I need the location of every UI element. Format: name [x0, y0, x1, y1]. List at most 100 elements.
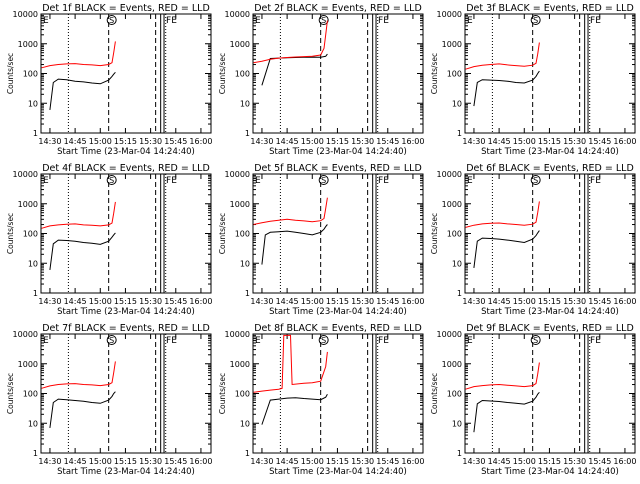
x-tick-label: 15:45 — [164, 137, 187, 146]
x-axis-label: Start Time (23-Mar-04 14:24:40) — [269, 147, 407, 157]
x-tick-label: 15:30 — [563, 457, 586, 466]
marker-label-e: E — [467, 16, 473, 26]
x-tick-label: 15:15 — [538, 137, 561, 146]
y-tick-label: 10 — [28, 259, 38, 268]
y-tick-label: 1000 — [230, 40, 250, 49]
series-line-events — [49, 391, 116, 428]
marker-label-e: E — [43, 16, 49, 26]
plot-frame — [464, 333, 636, 454]
y-tick-label: 1000 — [18, 40, 38, 49]
x-tick-label: 15:45 — [588, 457, 611, 466]
plot-frame — [252, 173, 424, 294]
series-line-lld — [253, 20, 328, 64]
marker-label-s: S — [533, 336, 538, 345]
plot-frame — [40, 173, 212, 294]
x-tick-label: 14:30 — [38, 137, 61, 146]
x-tick-label: 15:45 — [164, 297, 187, 306]
y-tick-label: 100 — [23, 70, 38, 79]
series-line-events — [473, 230, 540, 268]
panel-title: Det 3f BLACK = Events, RED = LLD — [466, 3, 634, 14]
y-tick-label: 100 — [235, 70, 250, 79]
y-tick-label: 10000 — [437, 10, 462, 19]
marker-label-e: E — [43, 176, 49, 186]
y-tick-label: 100 — [447, 390, 462, 399]
y-tick-label: 100 — [23, 230, 38, 239]
marker-label-s: S — [321, 16, 326, 25]
series-line-lld — [253, 197, 328, 225]
y-tick-label: 10 — [240, 259, 250, 268]
x-axis-label: Start Time (23-Mar-04 14:24:40) — [269, 307, 407, 317]
y-tick-label: 10000 — [13, 170, 38, 179]
marker-label-fe: FE — [590, 176, 601, 186]
saa-marker-circle — [530, 15, 541, 25]
x-tick-label: 14:30 — [38, 297, 61, 306]
y-tick-label: 100 — [23, 390, 38, 399]
x-tick-label: 15:00 — [301, 457, 324, 466]
panel-title: Det 9f BLACK = Events, RED = LLD — [466, 323, 634, 334]
x-axis-label: Start Time (23-Mar-04 14:24:40) — [57, 147, 195, 157]
y-axis-label: Counts/sec — [430, 373, 439, 414]
series-line-lld — [253, 334, 328, 393]
x-tick-label: 15:45 — [164, 457, 187, 466]
saa-marker-circle — [106, 175, 117, 185]
plot-frame — [40, 333, 212, 454]
series-line-events — [473, 70, 540, 107]
marker-label-e: E — [255, 176, 261, 186]
marker-label-e: E — [43, 336, 49, 346]
detector-panel-1: Det 1f BLACK = Events, RED = LLD 1 10 100 10… — [6, 3, 212, 157]
plot-frame — [252, 13, 424, 134]
y-tick-label: 10000 — [437, 330, 462, 339]
panel-title: Det 5f BLACK = Events, RED = LLD — [254, 163, 422, 174]
marker-label-fe: FE — [166, 16, 177, 26]
y-tick-label: 1 — [457, 289, 462, 298]
x-tick-label: 15:30 — [139, 457, 162, 466]
detector-panel-4: Det 4f BLACK = Events, RED = LLD 1 10 100 10… — [6, 163, 212, 317]
y-tick-label: 10 — [240, 419, 250, 428]
saa-marker-circle — [530, 335, 541, 345]
y-axis-label: Counts/sec — [430, 213, 439, 254]
x-tick-label: 15:00 — [513, 137, 536, 146]
y-tick-label: 1 — [457, 129, 462, 138]
y-tick-label: 1000 — [18, 200, 38, 209]
x-tick-label: 15:45 — [376, 297, 399, 306]
x-tick-label: 16:00 — [613, 457, 636, 466]
saa-marker-circle — [106, 15, 117, 25]
marker-label-fe: FE — [590, 336, 601, 346]
x-tick-label: 16:00 — [613, 297, 636, 306]
detector-panel-7: Det 7f BLACK = Events, RED = LLD 1 10 100 10… — [6, 323, 212, 477]
saa-marker-circle — [106, 335, 117, 345]
x-tick-label: 15:30 — [563, 297, 586, 306]
x-tick-label: 15:30 — [139, 297, 162, 306]
series-line-lld — [465, 201, 540, 228]
y-tick-label: 1 — [33, 449, 38, 458]
series-line-lld — [465, 362, 540, 390]
panel-title: Det 4f BLACK = Events, RED = LLD — [42, 163, 210, 174]
y-tick-label: 10000 — [225, 10, 250, 19]
x-tick-label: 16:00 — [189, 297, 212, 306]
x-tick-label: 14:45 — [276, 457, 299, 466]
x-tick-label: 15:30 — [139, 137, 162, 146]
y-axis-label: Counts/sec — [6, 53, 15, 94]
x-tick-label: 15:15 — [326, 137, 349, 146]
x-tick-label: 16:00 — [189, 457, 212, 466]
x-tick-label: 15:00 — [301, 297, 324, 306]
y-tick-label: 1 — [33, 129, 38, 138]
panel-title: Det 1f BLACK = Events, RED = LLD — [42, 3, 210, 14]
y-tick-label: 1000 — [230, 200, 250, 209]
y-axis-label: Counts/sec — [6, 213, 15, 254]
y-tick-label: 10 — [28, 419, 38, 428]
x-tick-label: 15:30 — [351, 297, 374, 306]
saa-marker-circle — [530, 175, 541, 185]
detector-panel-6: Det 6f BLACK = Events, RED = LLD 1 10 100 10… — [430, 163, 636, 317]
marker-label-s: S — [109, 336, 114, 345]
marker-label-fe: FE — [378, 176, 389, 186]
y-tick-label: 100 — [447, 230, 462, 239]
x-tick-label: 15:15 — [326, 297, 349, 306]
x-tick-label: 15:45 — [588, 137, 611, 146]
y-tick-label: 10 — [452, 419, 462, 428]
x-tick-label: 15:45 — [376, 137, 399, 146]
x-tick-label: 14:30 — [462, 297, 485, 306]
y-tick-label: 1000 — [442, 40, 462, 49]
plot-frame — [464, 173, 636, 294]
